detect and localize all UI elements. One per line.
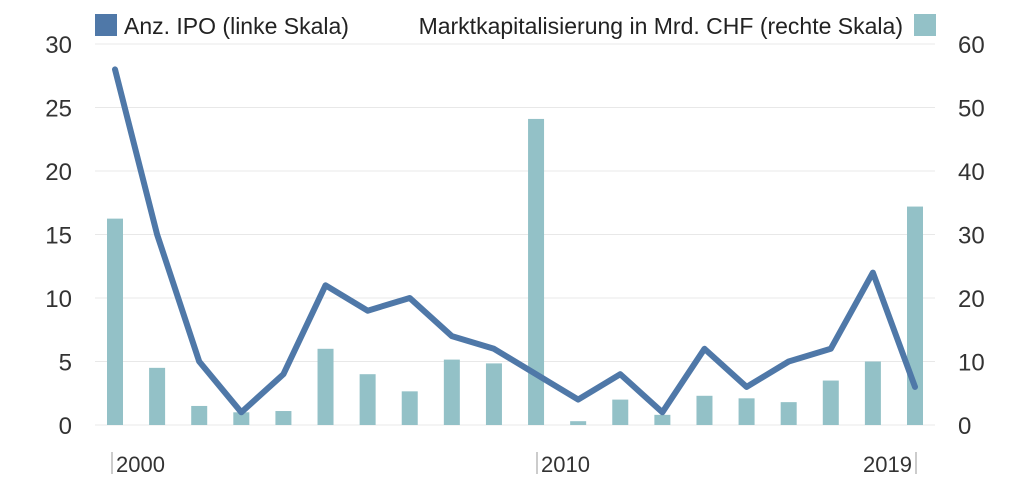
bar-2012 [612, 399, 629, 425]
bar-2014 [696, 395, 713, 425]
right-tick: 60 [958, 32, 985, 59]
bar-2006 [359, 374, 376, 425]
bar-2003 [233, 412, 250, 425]
x-tick-2019: 2019 [863, 452, 912, 477]
bar-2011 [570, 421, 587, 425]
left-tick: 20 [45, 159, 72, 186]
bar-2008 [443, 359, 460, 425]
right-axis: 0 10 20 30 40 50 60 [958, 32, 985, 440]
bar-2004 [275, 411, 292, 425]
gridlines [95, 43, 935, 426]
right-tick: 30 [958, 223, 985, 250]
left-tick: 30 [45, 32, 72, 59]
right-tick: 10 [958, 350, 985, 377]
bar-2015 [738, 398, 755, 425]
legend-line-swatch [95, 14, 117, 36]
left-tick: 5 [59, 350, 72, 377]
x-axis: 2000 2010 2019 [111, 452, 917, 477]
legend-line-label: Anz. IPO (linke Skala) [124, 13, 349, 39]
bar-2016 [780, 402, 797, 425]
legend: Anz. IPO (linke Skala) Marktkapitalisier… [95, 13, 936, 39]
bar-2018 [864, 361, 881, 425]
bar-2017 [822, 380, 839, 425]
bar-2009 [485, 363, 502, 425]
right-tick: 50 [958, 96, 985, 123]
right-tick: 20 [958, 286, 985, 313]
market-cap-bars [107, 118, 923, 426]
ipo-count-line [112, 66, 918, 416]
bar-2002 [191, 405, 208, 425]
bar-2013 [654, 414, 671, 425]
bar-2019 [907, 206, 923, 425]
left-axis: 0 5 10 15 20 25 30 [45, 32, 72, 440]
legend-bar-swatch [914, 14, 936, 36]
left-tick: 0 [59, 413, 72, 440]
left-tick: 25 [45, 96, 72, 123]
left-tick: 15 [45, 223, 72, 250]
right-tick: 0 [958, 413, 971, 440]
bar-2007 [401, 391, 418, 425]
bar-2005 [317, 348, 334, 425]
legend-bar-label: Marktkapitalisierung in Mrd. CHF (rechte… [419, 13, 903, 39]
x-tick-2010: 2010 [541, 452, 590, 477]
bar-2010 [528, 118, 545, 426]
bar-2001 [149, 367, 166, 425]
bar-2000 [107, 218, 123, 425]
x-tick-2000: 2000 [116, 452, 165, 477]
right-tick: 40 [958, 159, 985, 186]
left-tick: 10 [45, 286, 72, 313]
